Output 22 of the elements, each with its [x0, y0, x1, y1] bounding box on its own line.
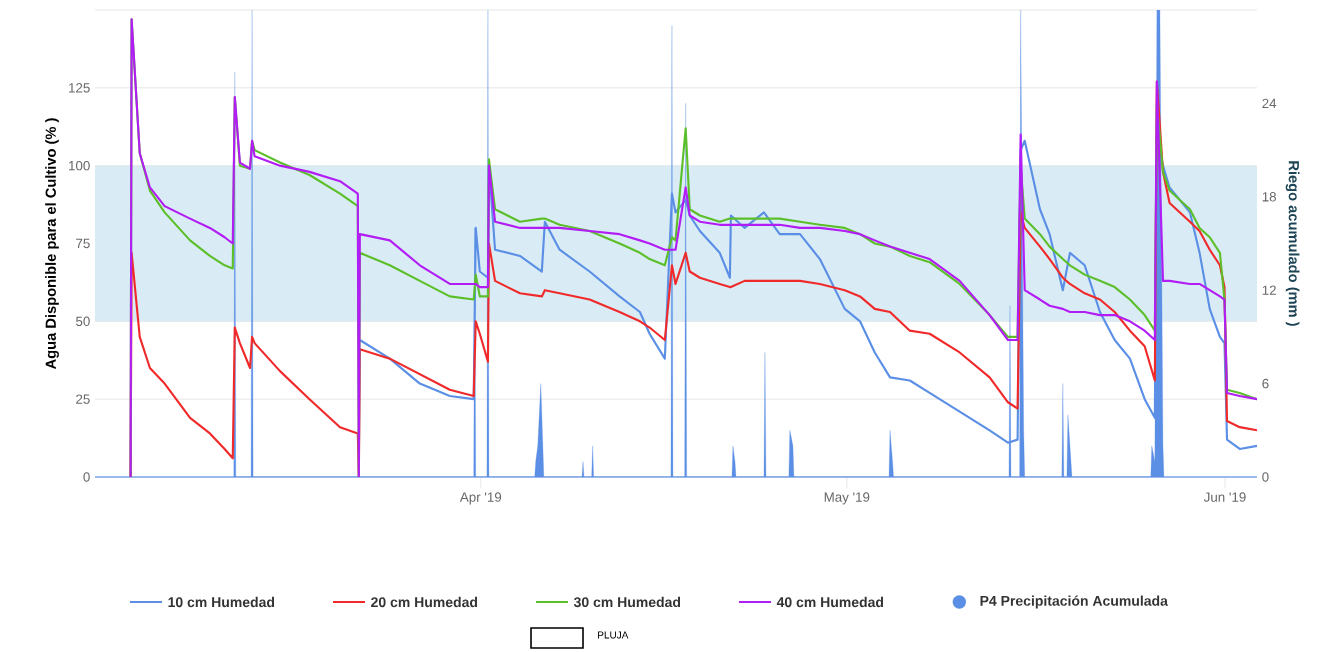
legend-label: 10 cm Humedad: [168, 596, 275, 608]
legend-label: 20 cm Humedad: [371, 596, 478, 608]
y-axis-title: Agua Disponible para el Cultivo (% ): [45, 118, 59, 370]
legend-label: 40 cm Humedad: [776, 596, 884, 608]
y-tick-label: 100: [69, 160, 90, 171]
legend-label: 30 cm Humedad: [573, 596, 681, 608]
legend-label: P4 Precipitación Acumulada: [980, 595, 1168, 609]
x-tick-label: Apr '19: [459, 492, 502, 505]
y-tick-label: 75: [76, 238, 90, 249]
y2-tick-label: 18: [1262, 192, 1276, 202]
y-tick-label: 25: [76, 394, 90, 404]
x-tick-label: May '19: [824, 492, 870, 505]
y2-tick-label: 12: [1262, 285, 1276, 295]
y2-axis-title: Riego acumulado (mm ): [1285, 161, 1300, 326]
y2-tick-label: 0: [1262, 472, 1269, 482]
y2-tick-label: 24: [1262, 98, 1277, 109]
y-tick-label: 50: [76, 316, 90, 327]
y-tick-label: 0: [83, 472, 90, 482]
text: PLUJA: [598, 631, 629, 639]
y2-tick-label: 6: [1262, 378, 1269, 389]
y-tick-label: 125: [69, 83, 90, 93]
x-tick-label: Jun '19: [1203, 492, 1246, 502]
